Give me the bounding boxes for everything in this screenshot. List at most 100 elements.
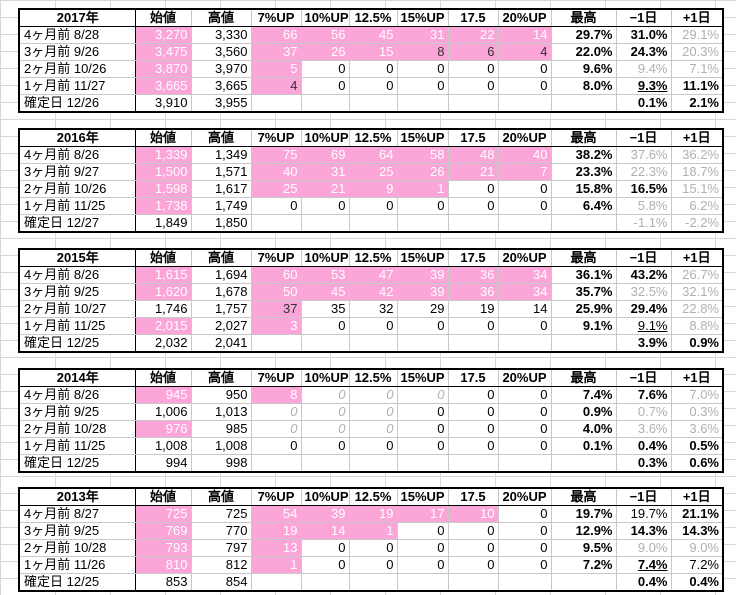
- value-cell: 0.6%: [670, 454, 724, 473]
- value-cell: 38.2%: [550, 146, 617, 164]
- value-cell: 0: [396, 539, 449, 557]
- row-label: 1ヶ月前 11/26: [18, 556, 136, 574]
- value-cell: 15: [348, 43, 398, 61]
- final-row: 確定日 12/25 853 854 0.4% 0.4%: [18, 573, 724, 592]
- header-cell: 15%UP: [396, 128, 449, 147]
- value-cell: 0: [497, 386, 552, 404]
- final-row: 確定日 12/26 3,910 3,955 0.1% 2.1%: [18, 94, 724, 113]
- value-cell: 1,339: [134, 146, 192, 164]
- data-row: 1ヶ月前 11/27 3,665 3,665 4 0 0 0 0 0 8.0% 9.3% 11.1%: [18, 77, 724, 95]
- value-cell: 1,013: [190, 403, 252, 421]
- header-cell: 20%UP: [497, 128, 552, 147]
- value-cell: 14: [300, 522, 350, 540]
- value-cell: 20.3%: [670, 43, 724, 61]
- value-cell: 22.8%: [670, 300, 724, 318]
- header-cell: 12.5%: [348, 248, 398, 267]
- value-cell: 0: [300, 317, 350, 335]
- header-row: 2017年 始値 高値 7%UP 10%UP 12.5% 15%UP 17.5 20%UP 最高 −…: [18, 8, 724, 27]
- value-cell: 0.4%: [615, 437, 672, 455]
- header-cell: 最高: [550, 368, 617, 387]
- value-cell: 29.4%: [615, 300, 672, 318]
- data-row: 1ヶ月前 11/25 1,738 1,749 0 0 0 0 0 0 6.4% 5.8% 6.2%: [18, 197, 724, 215]
- value-cell: 0: [497, 317, 552, 335]
- row-label: 4ヶ月前 8/28: [18, 26, 136, 44]
- value-cell: 0: [348, 386, 398, 404]
- value-cell: 64: [348, 146, 398, 164]
- value-cell: 0: [300, 437, 350, 455]
- value-cell: 0: [300, 386, 350, 404]
- value-cell: 37.6%: [615, 146, 672, 164]
- value-cell: 854: [190, 573, 252, 592]
- value-cell: 3,870: [134, 60, 192, 78]
- value-cell: 0: [300, 539, 350, 557]
- empty-cell: [250, 573, 302, 592]
- value-cell: 9.1%: [615, 317, 672, 335]
- header-cell: 20%UP: [497, 368, 552, 387]
- value-cell: 725: [190, 505, 252, 523]
- empty-cell: [497, 334, 552, 353]
- data-row: 1ヶ月前 11/25 2,015 2,027 3 0 0 0 0 0 9.1% 9.1% 8.8%: [18, 317, 724, 335]
- header-cell: 20%UP: [497, 248, 552, 267]
- value-cell: 0: [447, 197, 499, 215]
- header-cell: 最高: [550, 248, 617, 267]
- data-row: 4ヶ月前 8/26 1,615 1,694 60 53 47 39 36 34 36.1% 43.2…: [18, 266, 724, 284]
- value-cell: 0.3%: [670, 403, 724, 421]
- value-cell: 14: [497, 300, 552, 318]
- header-cell: 始値: [134, 8, 192, 27]
- value-cell: 1,615: [134, 266, 192, 284]
- header-cell: 20%UP: [497, 487, 552, 506]
- header-cell: −1日: [615, 8, 672, 27]
- value-cell: 15.1%: [670, 180, 724, 198]
- value-cell: 50: [250, 283, 302, 301]
- value-cell: 19: [250, 522, 302, 540]
- header-cell: 7%UP: [250, 487, 302, 506]
- value-cell: 9.6%: [550, 60, 617, 78]
- value-cell: 0: [497, 60, 552, 78]
- row-label: 2ヶ月前 10/28: [18, 420, 136, 438]
- value-cell: 0: [348, 437, 398, 455]
- value-cell: 54: [250, 505, 302, 523]
- header-cell: 20%UP: [497, 8, 552, 27]
- empty-cell: [348, 454, 398, 473]
- value-cell: 770: [190, 522, 252, 540]
- value-cell: 2,032: [134, 334, 192, 353]
- header-row: 2013年 始値 高値 7%UP 10%UP 12.5% 15%UP 17.5 20%UP 最高 −…: [18, 487, 724, 506]
- value-cell: 14.3%: [615, 522, 672, 540]
- row-label: 2ヶ月前 10/26: [18, 60, 136, 78]
- value-cell: 12.9%: [550, 522, 617, 540]
- row-label: 2ヶ月前 10/28: [18, 539, 136, 557]
- value-cell: 6.2%: [670, 197, 724, 215]
- value-cell: 0.7%: [615, 403, 672, 421]
- value-cell: 22.0%: [550, 43, 617, 61]
- row-label: 3ヶ月前 9/25: [18, 283, 136, 301]
- data-row: 2ヶ月前 10/28 976 985 0 0 0 0 0 0 4.0% 3.6% 3.6%: [18, 420, 724, 438]
- value-cell: 7: [497, 163, 552, 181]
- data-row: 4ヶ月前 8/27 725 725 54 39 19 17 10 0 19.7% 19.7% 21.1…: [18, 505, 724, 523]
- empty-cell: [396, 454, 449, 473]
- value-cell: 9.3%: [615, 77, 672, 95]
- row-label: 4ヶ月前 8/26: [18, 146, 136, 164]
- value-cell: 1,749: [190, 197, 252, 215]
- value-cell: 40: [497, 146, 552, 164]
- value-cell: 1,620: [134, 283, 192, 301]
- value-cell: 6.4%: [550, 197, 617, 215]
- row-label: 1ヶ月前 11/27: [18, 77, 136, 95]
- value-cell: 31.0%: [615, 26, 672, 44]
- data-row: 4ヶ月前 8/26 945 950 8 0 0 0 0 0 7.4% 7.6% 7.0%: [18, 386, 724, 404]
- row-label: 4ヶ月前 8/26: [18, 266, 136, 284]
- value-cell: 0: [348, 197, 398, 215]
- value-cell: 3,560: [190, 43, 252, 61]
- header-cell: 高値: [190, 128, 252, 147]
- value-cell: 8: [396, 43, 449, 61]
- header-cell: 15%UP: [396, 368, 449, 387]
- header-cell: +1日: [670, 487, 724, 506]
- value-cell: 2,015: [134, 317, 192, 335]
- value-cell: 1,500: [134, 163, 192, 181]
- value-cell: 1,849: [134, 214, 192, 233]
- value-cell: 26: [396, 163, 449, 181]
- empty-cell: [550, 94, 617, 113]
- value-cell: 11.1%: [670, 77, 724, 95]
- value-cell: 5: [250, 60, 302, 78]
- value-cell: 0.9%: [550, 403, 617, 421]
- value-cell: 0: [497, 420, 552, 438]
